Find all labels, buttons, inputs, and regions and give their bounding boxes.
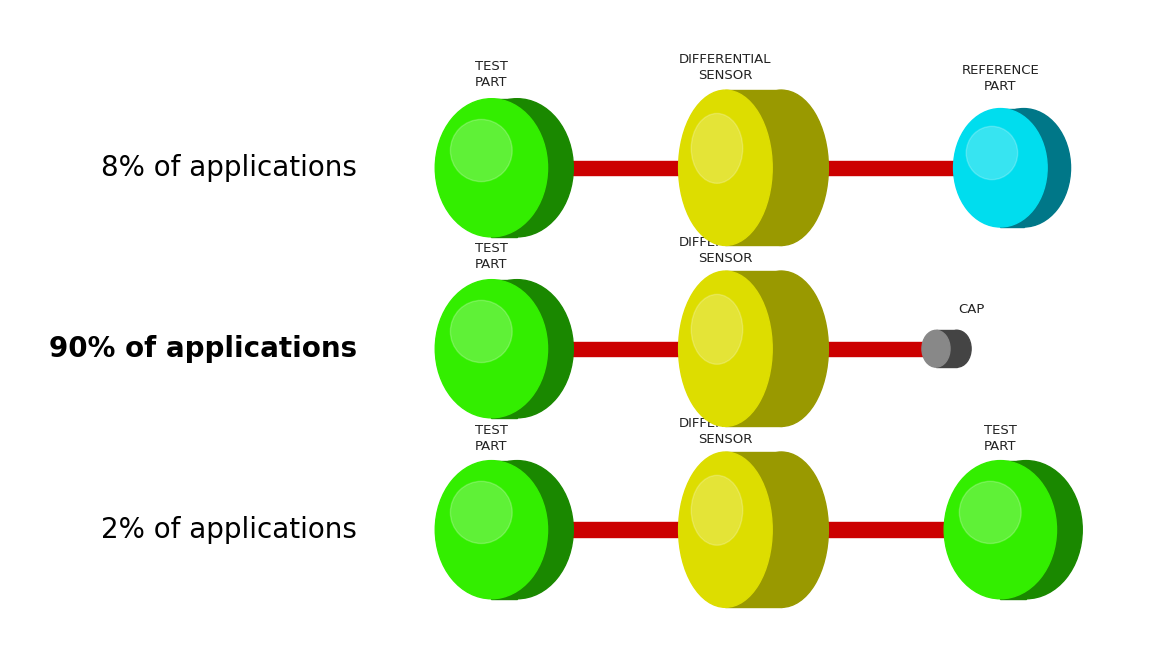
Bar [491, 461, 517, 599]
Ellipse shape [959, 482, 1021, 544]
Ellipse shape [922, 330, 950, 367]
Text: TEST
PART: TEST PART [475, 424, 508, 453]
Bar [491, 280, 517, 418]
Text: DIFFERENTIAL
SENSOR: DIFFERENTIAL SENSOR [679, 236, 772, 265]
Bar [1000, 461, 1026, 599]
Bar [462, 522, 1047, 537]
Ellipse shape [954, 109, 1047, 227]
Ellipse shape [966, 126, 1018, 180]
Text: TEST
PART: TEST PART [984, 424, 1017, 453]
Ellipse shape [970, 461, 1082, 599]
Text: 90% of applications: 90% of applications [49, 335, 357, 363]
Text: REFERENCE
PART: REFERENCE PART [962, 64, 1039, 93]
Ellipse shape [944, 461, 1057, 599]
Ellipse shape [691, 113, 743, 184]
Text: DIFFERENTIAL
SENSOR: DIFFERENTIAL SENSOR [679, 53, 772, 82]
Ellipse shape [461, 461, 573, 599]
Ellipse shape [461, 280, 573, 418]
Bar [725, 271, 782, 426]
Ellipse shape [735, 90, 828, 245]
Ellipse shape [450, 120, 512, 182]
Ellipse shape [461, 99, 573, 237]
Ellipse shape [450, 482, 512, 544]
Ellipse shape [691, 294, 743, 365]
Text: 2% of applications: 2% of applications [101, 516, 357, 544]
Text: TEST
PART: TEST PART [475, 60, 508, 89]
Ellipse shape [435, 99, 548, 237]
Ellipse shape [977, 109, 1071, 227]
Text: TEST
PART: TEST PART [475, 242, 508, 271]
Ellipse shape [679, 90, 772, 245]
Ellipse shape [679, 452, 772, 607]
Bar [725, 452, 782, 607]
Text: DIFFERENTIAL
SENSOR: DIFFERENTIAL SENSOR [679, 417, 772, 446]
Ellipse shape [735, 271, 828, 426]
Ellipse shape [450, 300, 512, 363]
Ellipse shape [943, 330, 971, 367]
Bar [1000, 109, 1024, 227]
Ellipse shape [735, 452, 828, 607]
Bar [936, 330, 957, 367]
Bar [462, 161, 1047, 175]
Bar [462, 342, 959, 356]
Text: 8% of applications: 8% of applications [101, 154, 357, 182]
Ellipse shape [435, 280, 548, 418]
Ellipse shape [679, 271, 772, 426]
Bar [491, 99, 517, 237]
Ellipse shape [435, 461, 548, 599]
Bar [725, 90, 782, 245]
Text: CAP: CAP [958, 303, 984, 316]
Ellipse shape [691, 475, 743, 545]
